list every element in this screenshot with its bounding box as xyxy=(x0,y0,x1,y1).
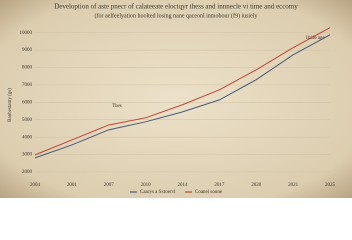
legend-label: Caarys a Sxtoervl xyxy=(140,190,176,195)
annotation: Ilalfe age xyxy=(306,36,326,41)
y-tick-label: 2000 xyxy=(22,170,33,175)
y-tick-label: 7000 xyxy=(22,83,33,88)
y-axis-label: Banbestamy (gs) xyxy=(8,88,13,122)
x-tick-label: 2007 xyxy=(104,183,115,188)
x-tick-label: 2014 xyxy=(178,183,189,188)
annotation: Thes xyxy=(112,104,122,109)
y-tick-label: 9000 xyxy=(22,48,33,53)
y-tick-label: 8000 xyxy=(22,66,33,71)
x-tick-label: 2020 xyxy=(251,183,262,188)
chart: Develoption of aste pnecr of calateeate … xyxy=(0,0,352,198)
y-tick-label: 4000 xyxy=(22,135,33,140)
y-tick-label: 10000 xyxy=(20,31,33,36)
chart-subtitle: (for aelfeelyation hoolted losing nane q… xyxy=(95,12,258,19)
chart-title: Develoption of aste pnecr of calateeate … xyxy=(54,3,298,11)
x-tick-label: 2001 xyxy=(67,183,78,188)
background xyxy=(0,0,352,198)
y-tick-label: 3000 xyxy=(22,153,33,158)
x-tick-label: 2010 xyxy=(141,183,152,188)
x-tick-label: 2004 xyxy=(30,183,41,188)
y-tick-label: 5000 xyxy=(22,118,33,123)
series-line xyxy=(34,34,331,159)
x-tick-label: 2025 xyxy=(325,183,336,188)
series-line xyxy=(34,27,331,156)
x-tick-label: 2021 xyxy=(288,183,299,188)
page: Develoption of aste pnecr of calateeate … xyxy=(0,0,352,198)
y-tick-label: 6000 xyxy=(22,100,33,105)
x-tick-label: 2017 xyxy=(214,183,225,188)
legend-label: Coanel soone xyxy=(195,190,223,195)
